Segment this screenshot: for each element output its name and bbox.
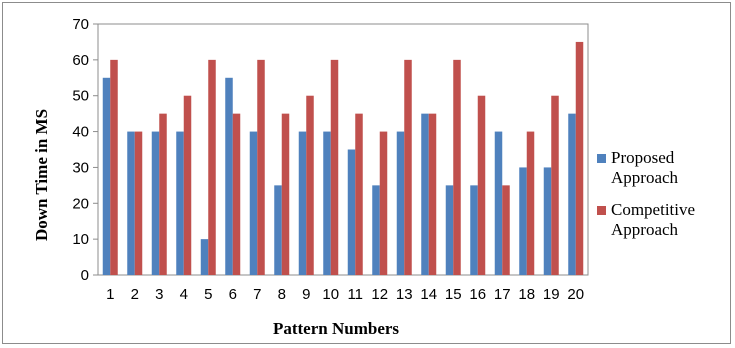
bar-proposed-13 (397, 132, 405, 275)
bar-competitive-2 (135, 132, 143, 275)
bar-competitive-9 (306, 96, 314, 275)
bar-proposed-8 (274, 185, 282, 275)
y-tick-label: 60 (72, 52, 89, 69)
bar-proposed-3 (152, 132, 160, 275)
bar-proposed-2 (127, 132, 135, 275)
x-axis-title: Pattern Numbers (273, 319, 399, 338)
x-tick-label: 4 (180, 286, 188, 303)
legend-label: Competitive (611, 200, 695, 219)
bar-proposed-11 (348, 150, 356, 276)
bar-competitive-19 (551, 96, 559, 275)
y-tick-label: 0 (81, 267, 89, 284)
bar-proposed-18 (519, 167, 527, 275)
bar-competitive-13 (404, 60, 412, 275)
y-tick-label: 20 (72, 195, 89, 212)
legend-label: Proposed (611, 148, 675, 167)
x-tick-label: 5 (204, 286, 212, 303)
bar-competitive-17 (502, 185, 510, 275)
bar-competitive-20 (576, 42, 584, 275)
bar-competitive-16 (478, 96, 486, 275)
bar-competitive-7 (257, 60, 265, 275)
bar-competitive-11 (355, 114, 363, 275)
bar-competitive-5 (208, 60, 216, 275)
plot-border (98, 24, 588, 275)
bar-proposed-7 (250, 132, 258, 275)
bar-competitive-3 (159, 114, 167, 275)
y-tick-label: 30 (72, 159, 89, 176)
bar-proposed-10 (323, 132, 331, 275)
bar-proposed-6 (225, 78, 233, 275)
x-tick-label: 12 (371, 286, 388, 303)
y-tick-label: 10 (72, 231, 89, 248)
y-tick-label: 70 (72, 16, 89, 33)
y-tick-label: 50 (72, 88, 89, 105)
bar-competitive-8 (282, 114, 290, 275)
bar-proposed-5 (201, 239, 209, 275)
bar-competitive-4 (184, 96, 192, 275)
bar-proposed-14 (421, 114, 429, 275)
bar-competitive-10 (331, 60, 339, 275)
x-tick-label: 15 (445, 286, 462, 303)
legend-label: Approach (611, 168, 679, 187)
bar-proposed-12 (372, 185, 380, 275)
x-tick-label: 9 (302, 286, 310, 303)
x-tick-label: 10 (322, 286, 339, 303)
bar-competitive-14 (429, 114, 437, 275)
x-tick-label: 20 (567, 286, 584, 303)
x-tick-label: 17 (494, 286, 511, 303)
bar-proposed-17 (495, 132, 503, 275)
y-axis-title: Down Time in MS (32, 109, 51, 241)
x-tick-label: 6 (229, 286, 237, 303)
bar-competitive-18 (527, 132, 535, 275)
x-tick-label: 7 (253, 286, 261, 303)
bar-proposed-9 (299, 132, 307, 275)
bar-competitive-15 (453, 60, 461, 275)
bar-proposed-15 (446, 185, 454, 275)
legend-label: Approach (611, 220, 679, 239)
x-tick-label: 8 (278, 286, 286, 303)
y-tick-label: 40 (72, 124, 89, 141)
x-tick-label: 14 (420, 286, 437, 303)
bar-proposed-16 (470, 185, 478, 275)
bar-competitive-12 (380, 132, 388, 275)
bar-proposed-20 (568, 114, 576, 275)
bar-competitive-6 (233, 114, 241, 275)
legend-swatch (597, 154, 606, 163)
x-tick-label: 1 (106, 286, 114, 303)
bar-proposed-4 (176, 132, 184, 275)
x-tick-label: 3 (155, 286, 163, 303)
x-tick-label: 19 (543, 286, 560, 303)
x-tick-label: 16 (469, 286, 486, 303)
bar-proposed-19 (544, 167, 552, 275)
bar-proposed-1 (103, 78, 111, 275)
x-tick-label: 2 (131, 286, 139, 303)
bar-competitive-1 (110, 60, 118, 275)
x-tick-label: 18 (518, 286, 535, 303)
x-tick-label: 11 (347, 286, 363, 303)
legend-swatch (597, 206, 606, 215)
x-tick-label: 13 (396, 286, 413, 303)
